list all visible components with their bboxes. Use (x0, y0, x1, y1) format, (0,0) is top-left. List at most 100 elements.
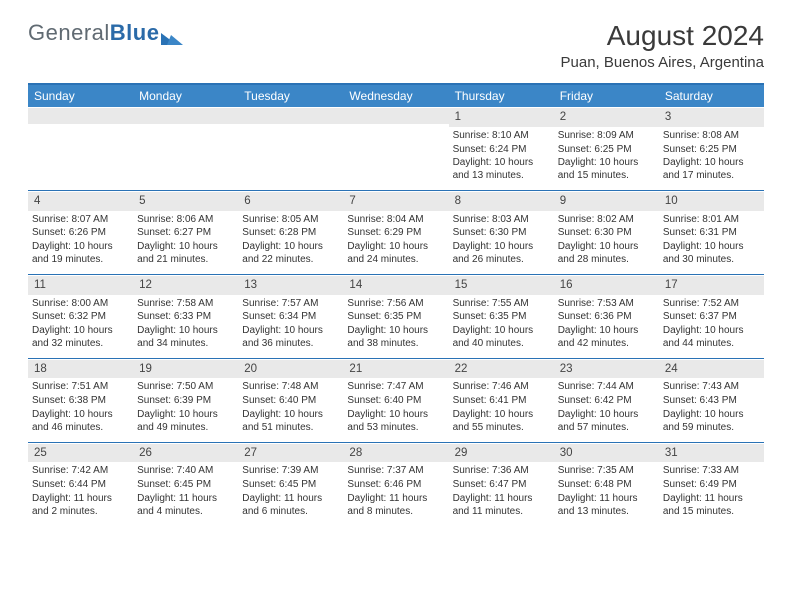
day-number: 6 (238, 191, 343, 211)
day-cell: 17Sunrise: 7:52 AMSunset: 6:37 PMDayligh… (659, 275, 764, 358)
day-number: 12 (133, 275, 238, 295)
sunrise-text: Sunrise: 7:37 AM (347, 465, 444, 478)
day-cell: 3Sunrise: 8:08 AMSunset: 6:25 PMDaylight… (659, 107, 764, 190)
sunset-text: Sunset: 6:24 PM (453, 144, 550, 157)
daylight-text: Daylight: 10 hours and 51 minutes. (242, 409, 339, 435)
sunrise-text: Sunrise: 7:44 AM (558, 381, 655, 394)
sunset-text: Sunset: 6:47 PM (453, 479, 550, 492)
sunrise-text: Sunrise: 7:52 AM (663, 298, 760, 311)
daylight-text: Daylight: 10 hours and 32 minutes. (32, 325, 129, 351)
day-cell: 19Sunrise: 7:50 AMSunset: 6:39 PMDayligh… (133, 359, 238, 442)
day-cell: 4 Sunrise: 8:07 AMSunset: 6:26 PMDaylight… (28, 191, 133, 274)
sunrise-text: Sunrise: 8:07 AM (32, 214, 129, 227)
day-number: 20 (238, 359, 343, 379)
day-cell: 6Sunrise: 8:05 AMSunset: 6:28 PMDaylight… (238, 191, 343, 274)
calendar-page: GeneralBlue August 2024 Puan, Buenos Air… (0, 0, 792, 542)
day-number (133, 107, 238, 124)
day-cell: 22Sunrise: 7:46 AMSunset: 6:41 PMDayligh… (449, 359, 554, 442)
daylight-text: Daylight: 11 hours and 6 minutes. (242, 493, 339, 519)
sunrise-text: Sunrise: 7:51 AM (32, 381, 129, 394)
weekday-header: Sunday Monday Tuesday Wednesday Thursday… (28, 85, 764, 107)
sunrise-text: Sunrise: 7:55 AM (453, 298, 550, 311)
sunset-text: Sunset: 6:49 PM (663, 479, 760, 492)
sunset-text: Sunset: 6:29 PM (347, 227, 444, 240)
sunrise-text: Sunrise: 8:08 AM (663, 130, 760, 143)
day-cell: 14Sunrise: 7:56 AMSunset: 6:35 PMDayligh… (343, 275, 448, 358)
sunrise-text: Sunrise: 7:57 AM (242, 298, 339, 311)
day-cell: 7Sunrise: 8:04 AMSunset: 6:29 PMDaylight… (343, 191, 448, 274)
location-label: Puan, Buenos Aires, Argentina (561, 54, 764, 71)
sunset-text: Sunset: 6:43 PM (663, 395, 760, 408)
weekday-wed: Wednesday (343, 85, 448, 107)
day-cell: 10Sunrise: 8:01 AMSunset: 6:31 PMDayligh… (659, 191, 764, 274)
sunrise-text: Sunrise: 8:10 AM (453, 130, 550, 143)
daylight-text: Daylight: 10 hours and 13 minutes. (453, 157, 550, 183)
calendar-grid: 1Sunrise: 8:10 AMSunset: 6:24 PMDaylight… (28, 107, 764, 526)
daylight-text: Daylight: 11 hours and 4 minutes. (137, 493, 234, 519)
day-cell (343, 107, 448, 190)
day-number: 27 (238, 443, 343, 463)
sunset-text: Sunset: 6:26 PM (32, 227, 129, 240)
day-cell: 30Sunrise: 7:35 AMSunset: 6:48 PMDayligh… (554, 443, 659, 526)
sunset-text: Sunset: 6:30 PM (558, 227, 655, 240)
day-number: 29 (449, 443, 554, 463)
sunset-text: Sunset: 6:38 PM (32, 395, 129, 408)
sunrise-text: Sunrise: 7:40 AM (137, 465, 234, 478)
day-number: 7 (343, 191, 448, 211)
sunrise-text: Sunrise: 7:46 AM (453, 381, 550, 394)
daylight-text: Daylight: 10 hours and 53 minutes. (347, 409, 444, 435)
weekday-tue: Tuesday (238, 85, 343, 107)
sunset-text: Sunset: 6:33 PM (137, 311, 234, 324)
daylight-text: Daylight: 10 hours and 40 minutes. (453, 325, 550, 351)
weekday-mon: Monday (133, 85, 238, 107)
sunrise-text: Sunrise: 7:53 AM (558, 298, 655, 311)
sunset-text: Sunset: 6:40 PM (242, 395, 339, 408)
sunset-text: Sunset: 6:39 PM (137, 395, 234, 408)
sunset-text: Sunset: 6:27 PM (137, 227, 234, 240)
sunrise-text: Sunrise: 7:50 AM (137, 381, 234, 394)
day-number: 31 (659, 443, 764, 463)
day-cell: 26 Sunrise: 7:40 AMSunset: 6:45 PMDayligh… (133, 443, 238, 526)
day-number: 8 (449, 191, 554, 211)
daylight-text: Daylight: 10 hours and 19 minutes. (32, 241, 129, 267)
sunrise-text: Sunrise: 7:33 AM (663, 465, 760, 478)
day-cell: 27Sunrise: 7:39 AMSunset: 6:45 PMDayligh… (238, 443, 343, 526)
daylight-text: Daylight: 10 hours and 44 minutes. (663, 325, 760, 351)
day-number: 19 (133, 359, 238, 379)
day-number: 15 (449, 275, 554, 295)
day-cell: 28Sunrise: 7:37 AMSunset: 6:46 PMDayligh… (343, 443, 448, 526)
daylight-text: Daylight: 11 hours and 13 minutes. (558, 493, 655, 519)
sunset-text: Sunset: 6:28 PM (242, 227, 339, 240)
daylight-text: Daylight: 11 hours and 8 minutes. (347, 493, 444, 519)
day-cell: 1 Sunrise: 8:10 AMSunset: 6:24 PMDaylight… (449, 107, 554, 190)
day-cell: 9Sunrise: 8:02 AMSunset: 6:30 PMDaylight… (554, 191, 659, 274)
day-number: 1 (449, 107, 554, 127)
day-number: 9 (554, 191, 659, 211)
sunrise-text: Sunrise: 8:04 AM (347, 214, 444, 227)
day-number: 26 (133, 443, 238, 463)
sunrise-text: Sunrise: 7:35 AM (558, 465, 655, 478)
logo-triangle-icon (161, 25, 183, 41)
sunset-text: Sunset: 6:35 PM (453, 311, 550, 324)
daylight-text: Daylight: 10 hours and 59 minutes. (663, 409, 760, 435)
day-number: 10 (659, 191, 764, 211)
day-cell: 31Sunrise: 7:33 AMSunset: 6:49 PMDayligh… (659, 443, 764, 526)
sunset-text: Sunset: 6:37 PM (663, 311, 760, 324)
sunset-text: Sunset: 6:25 PM (558, 144, 655, 157)
day-cell: 29Sunrise: 7:36 AMSunset: 6:47 PMDayligh… (449, 443, 554, 526)
day-cell: 8Sunrise: 8:03 AMSunset: 6:30 PMDaylight… (449, 191, 554, 274)
daylight-text: Daylight: 10 hours and 30 minutes. (663, 241, 760, 267)
sunset-text: Sunset: 6:41 PM (453, 395, 550, 408)
daylight-text: Daylight: 10 hours and 57 minutes. (558, 409, 655, 435)
day-cell: 16Sunrise: 7:53 AMSunset: 6:36 PMDayligh… (554, 275, 659, 358)
day-cell (28, 107, 133, 190)
sunset-text: Sunset: 6:45 PM (137, 479, 234, 492)
day-number: 28 (343, 443, 448, 463)
daylight-text: Daylight: 10 hours and 38 minutes. (347, 325, 444, 351)
day-number: 25 (28, 443, 133, 463)
sunset-text: Sunset: 6:34 PM (242, 311, 339, 324)
sunrise-text: Sunrise: 7:48 AM (242, 381, 339, 394)
day-number: 4 (28, 191, 133, 211)
header: GeneralBlue August 2024 Puan, Buenos Air… (28, 20, 764, 71)
day-cell: 2Sunrise: 8:09 AMSunset: 6:25 PMDaylight… (554, 107, 659, 190)
